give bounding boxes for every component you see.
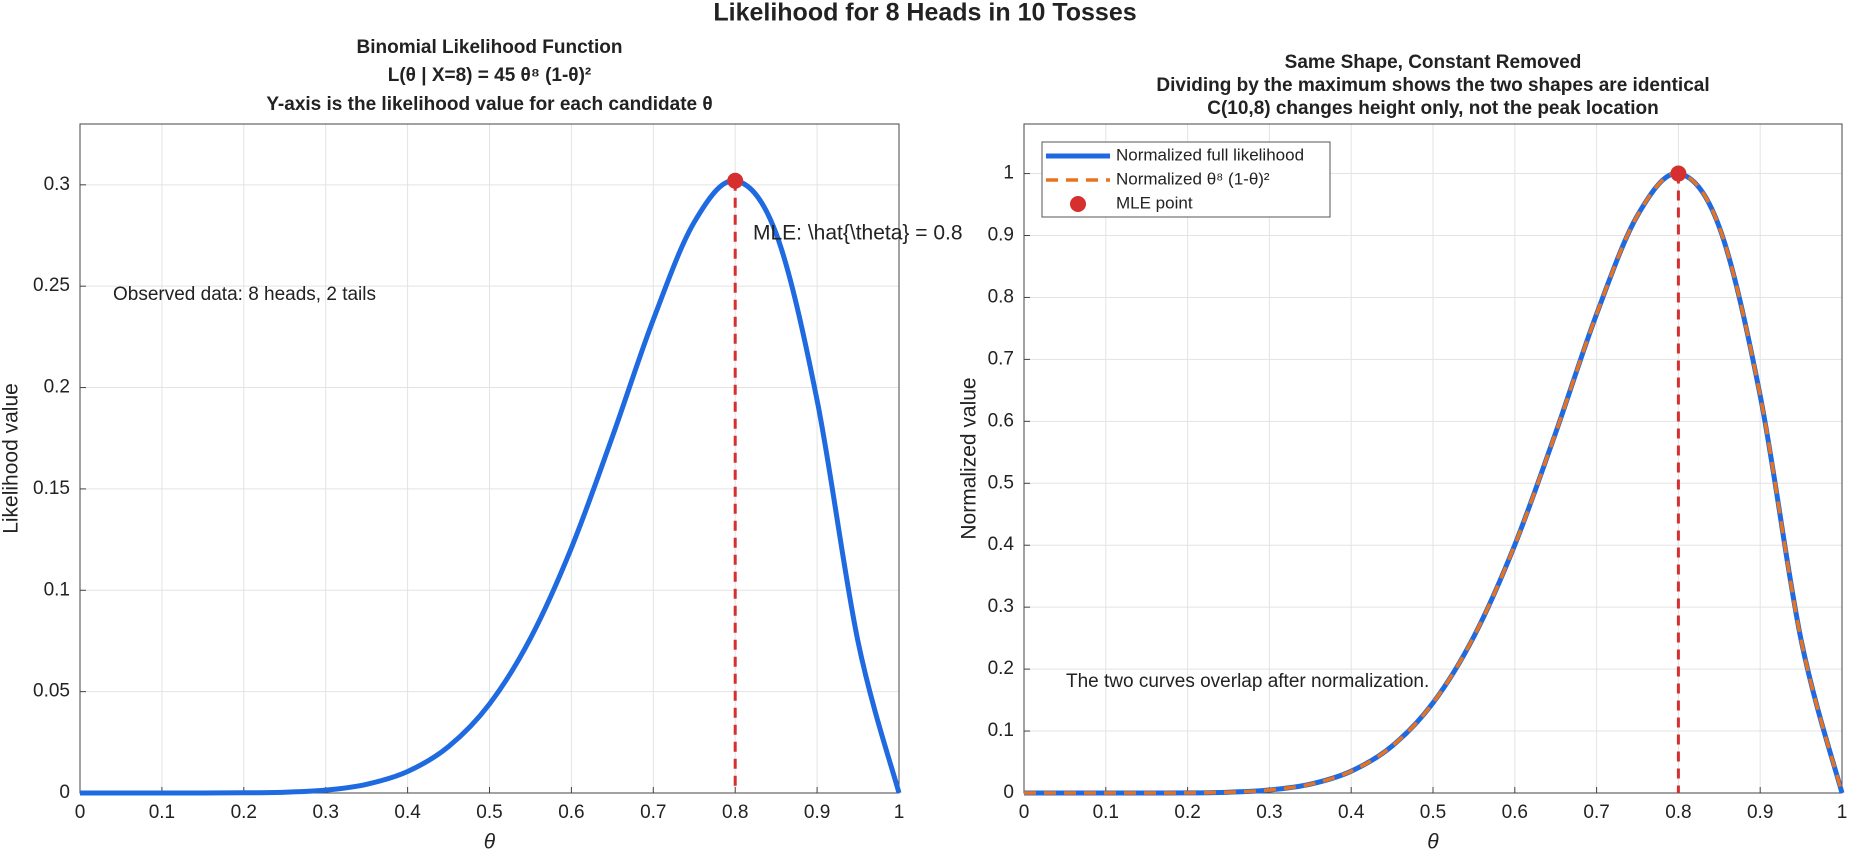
x-tick-label: 0.7	[1583, 802, 1609, 823]
y-tick-label: 0.2	[44, 377, 70, 398]
x-tick-label: 0.2	[231, 802, 257, 823]
chart-title: Binomial Likelihood Function	[357, 37, 623, 58]
x-tick-label: 0.4	[394, 802, 421, 823]
y-tick-label: 0.3	[988, 596, 1014, 617]
x-tick-label: 0.8	[722, 802, 748, 823]
curve	[80, 178, 902, 796]
y-tick-label: 0.7	[988, 348, 1014, 369]
x-tick-label: 0.4	[1338, 802, 1365, 823]
legend-label: Normalized full likelihood	[1116, 145, 1304, 164]
chart-title: L(θ | X=8) = 45 θ⁸ (1-θ)²	[388, 65, 591, 86]
x-tick-label: 0.5	[476, 802, 502, 823]
y-tick-label: 0.6	[988, 410, 1014, 431]
y-tick-label: 0.25	[33, 275, 70, 296]
legend-swatch	[1070, 196, 1086, 212]
y-tick-label: 0.05	[33, 681, 70, 702]
axes-frame	[1023, 123, 1843, 794]
y-tick-label: 0.5	[988, 472, 1014, 493]
x-tick-label: 0.9	[1747, 802, 1773, 823]
x-tick-label: 0.3	[1256, 802, 1282, 823]
y-tick-label: 0.2	[988, 658, 1014, 679]
x-axis-label: θ	[1427, 831, 1439, 850]
x-tick-label: 1	[1837, 802, 1848, 823]
y-tick-label: 0.3	[44, 174, 70, 195]
y-tick-label: 0.4	[988, 534, 1015, 555]
x-tick-label: 0.1	[149, 802, 175, 823]
x-tick-label: 0.8	[1665, 802, 1691, 823]
y-axis-label: Likelihood value	[0, 383, 23, 534]
legend-label: Normalized θ⁸ (1-θ)²	[1116, 169, 1270, 188]
x-tick-label: 1	[894, 802, 905, 823]
curve	[1024, 171, 1844, 795]
x-axis-label: θ	[484, 831, 496, 850]
mle-point	[1670, 165, 1687, 182]
x-tick-label: 0	[75, 802, 86, 823]
x-tick-label: 0.6	[1502, 802, 1528, 823]
y-tick-label: 0.15	[33, 478, 70, 499]
x-tick-label: 0	[1019, 802, 1030, 823]
annotation: MLE: \hat{\theta} = 0.8	[753, 222, 963, 245]
chart-title: Y-axis is the likelihood value for each …	[266, 94, 712, 115]
chart-title: Dividing by the maximum shows the two sh…	[1156, 75, 1709, 96]
y-tick-label: 1	[1003, 163, 1014, 184]
x-tick-label: 0.3	[312, 802, 338, 823]
legend-label: MLE point	[1116, 193, 1193, 212]
x-tick-label: 0.6	[558, 802, 584, 823]
mle-point	[727, 172, 744, 189]
y-tick-label: 0.9	[988, 225, 1014, 246]
chart-title: C(10,8) changes height only, not the pea…	[1207, 98, 1659, 119]
x-tick-label: 0.9	[804, 802, 830, 823]
annotation: Observed data: 8 heads, 2 tails	[113, 284, 376, 305]
chart-title: Same Shape, Constant Removed	[1285, 52, 1582, 73]
y-tick-label: 0.8	[988, 286, 1014, 307]
x-tick-label: 0.5	[1420, 802, 1446, 823]
y-tick-label: 0.1	[988, 720, 1014, 741]
y-axis-label: Normalized value	[958, 377, 981, 539]
y-tick-label: 0	[59, 782, 70, 803]
y-tick-label: 0	[1003, 782, 1014, 803]
figure-title: Likelihood for 8 Heads in 10 Tosses	[713, 0, 1136, 27]
x-tick-label: 0.7	[640, 802, 666, 823]
x-tick-label: 0.2	[1174, 802, 1200, 823]
x-tick-label: 0.1	[1093, 802, 1119, 823]
axes-frame	[79, 123, 900, 794]
annotation: The two curves overlap after normalizati…	[1066, 671, 1429, 692]
y-tick-label: 0.1	[44, 579, 70, 600]
